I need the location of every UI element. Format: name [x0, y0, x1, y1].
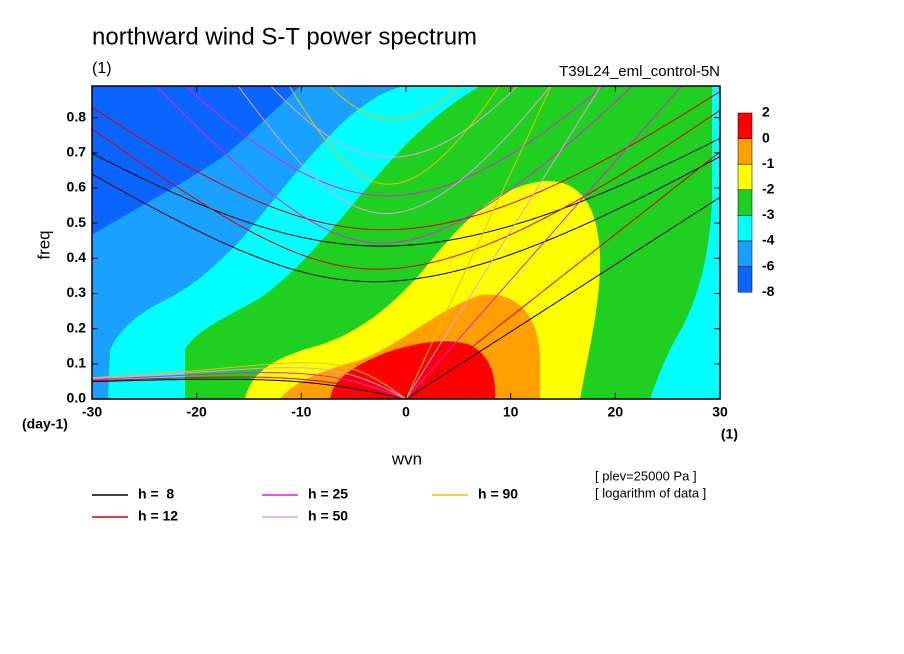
colorbar-label: -8	[762, 283, 775, 299]
dispersion-curve	[184, 86, 605, 197]
colorbar-box	[737, 163, 753, 191]
dispersion-curve	[237, 86, 552, 214]
colorbar-box	[737, 240, 753, 267]
legend-label: h = 90	[478, 486, 518, 502]
y-tick-label: 0.0	[67, 390, 87, 406]
dispersion-curve	[92, 367, 407, 399]
colorbar-label: -2	[762, 181, 775, 197]
contour-region	[330, 341, 496, 399]
x-tick-label: -30	[82, 404, 102, 420]
dispersion-curve	[92, 362, 407, 399]
y-axis-label: freq	[34, 230, 53, 259]
y-tick-label: 0.8	[67, 108, 87, 124]
legend-label: h = 8	[138, 486, 174, 502]
dispersion-curve	[405, 196, 720, 399]
x-unit-label: (1)	[721, 426, 738, 442]
y-tick-label: 0.4	[67, 249, 87, 265]
x-tick-label: 0	[402, 404, 410, 420]
x-tick-label: 10	[503, 404, 519, 420]
note: [ logarithm of data ]	[595, 485, 706, 500]
dispersion-curve	[405, 151, 720, 399]
subtitle: (1)	[92, 60, 112, 77]
dispersion-curve	[155, 86, 633, 244]
colorbar-label: -3	[762, 206, 775, 222]
note: [ plev=25000 Pa ]	[595, 468, 697, 483]
y-tick-label: 0.6	[67, 179, 87, 195]
contour-region	[92, 86, 300, 235]
x-tick-label: -10	[291, 404, 311, 420]
colorbar-label: 0	[762, 129, 770, 145]
colorbar-box	[737, 189, 753, 216]
dispersion-curve	[288, 86, 500, 185]
x-tick-label: 20	[608, 404, 624, 420]
dispersion-curves	[92, 86, 720, 399]
legend-label: h = 25	[308, 486, 348, 502]
dispersion-curve	[92, 376, 407, 399]
colorbar-label: -6	[762, 257, 775, 273]
dispersion-curve	[270, 86, 519, 158]
dispersion-curve	[92, 372, 407, 399]
y-tick-label: 0.1	[67, 355, 87, 371]
run-label: T39L24_eml_control-5N	[559, 63, 720, 80]
dispersion-curve	[92, 378, 407, 399]
chart-title: northward wind S-T power spectrum	[92, 23, 477, 50]
legend-label: h = 12	[138, 508, 178, 524]
y-unit-label: (day-1)	[22, 416, 68, 432]
dispersion-curve	[92, 109, 720, 270]
colorbar-label: -4	[762, 232, 775, 248]
y-tick-label: 0.5	[67, 214, 87, 230]
contour-fills	[92, 86, 720, 399]
dispersion-curve	[328, 86, 460, 120]
y-tick-label: 0.7	[67, 144, 87, 160]
colorbar-box	[737, 112, 753, 139]
x-tick-label: -20	[187, 404, 207, 420]
dispersion-curve	[92, 90, 720, 231]
dispersion-curve	[405, 86, 683, 399]
x-axis-label: wvn	[391, 449, 422, 468]
dispersion-curve	[92, 156, 720, 283]
colorbar-label: -1	[762, 155, 775, 171]
colorbar-label: 2	[762, 104, 770, 120]
legend-label: h = 50	[308, 508, 348, 524]
dispersion-curve	[405, 86, 602, 399]
x-tick-label: 30	[712, 404, 728, 420]
dispersion-curve	[405, 86, 552, 399]
colorbar-box	[737, 266, 753, 293]
colorbar-box	[737, 138, 753, 165]
dispersion-curve	[92, 137, 720, 247]
y-tick-label: 0.3	[67, 284, 87, 300]
colorbar-box	[737, 215, 753, 242]
y-tick-label: 0.2	[67, 319, 87, 335]
